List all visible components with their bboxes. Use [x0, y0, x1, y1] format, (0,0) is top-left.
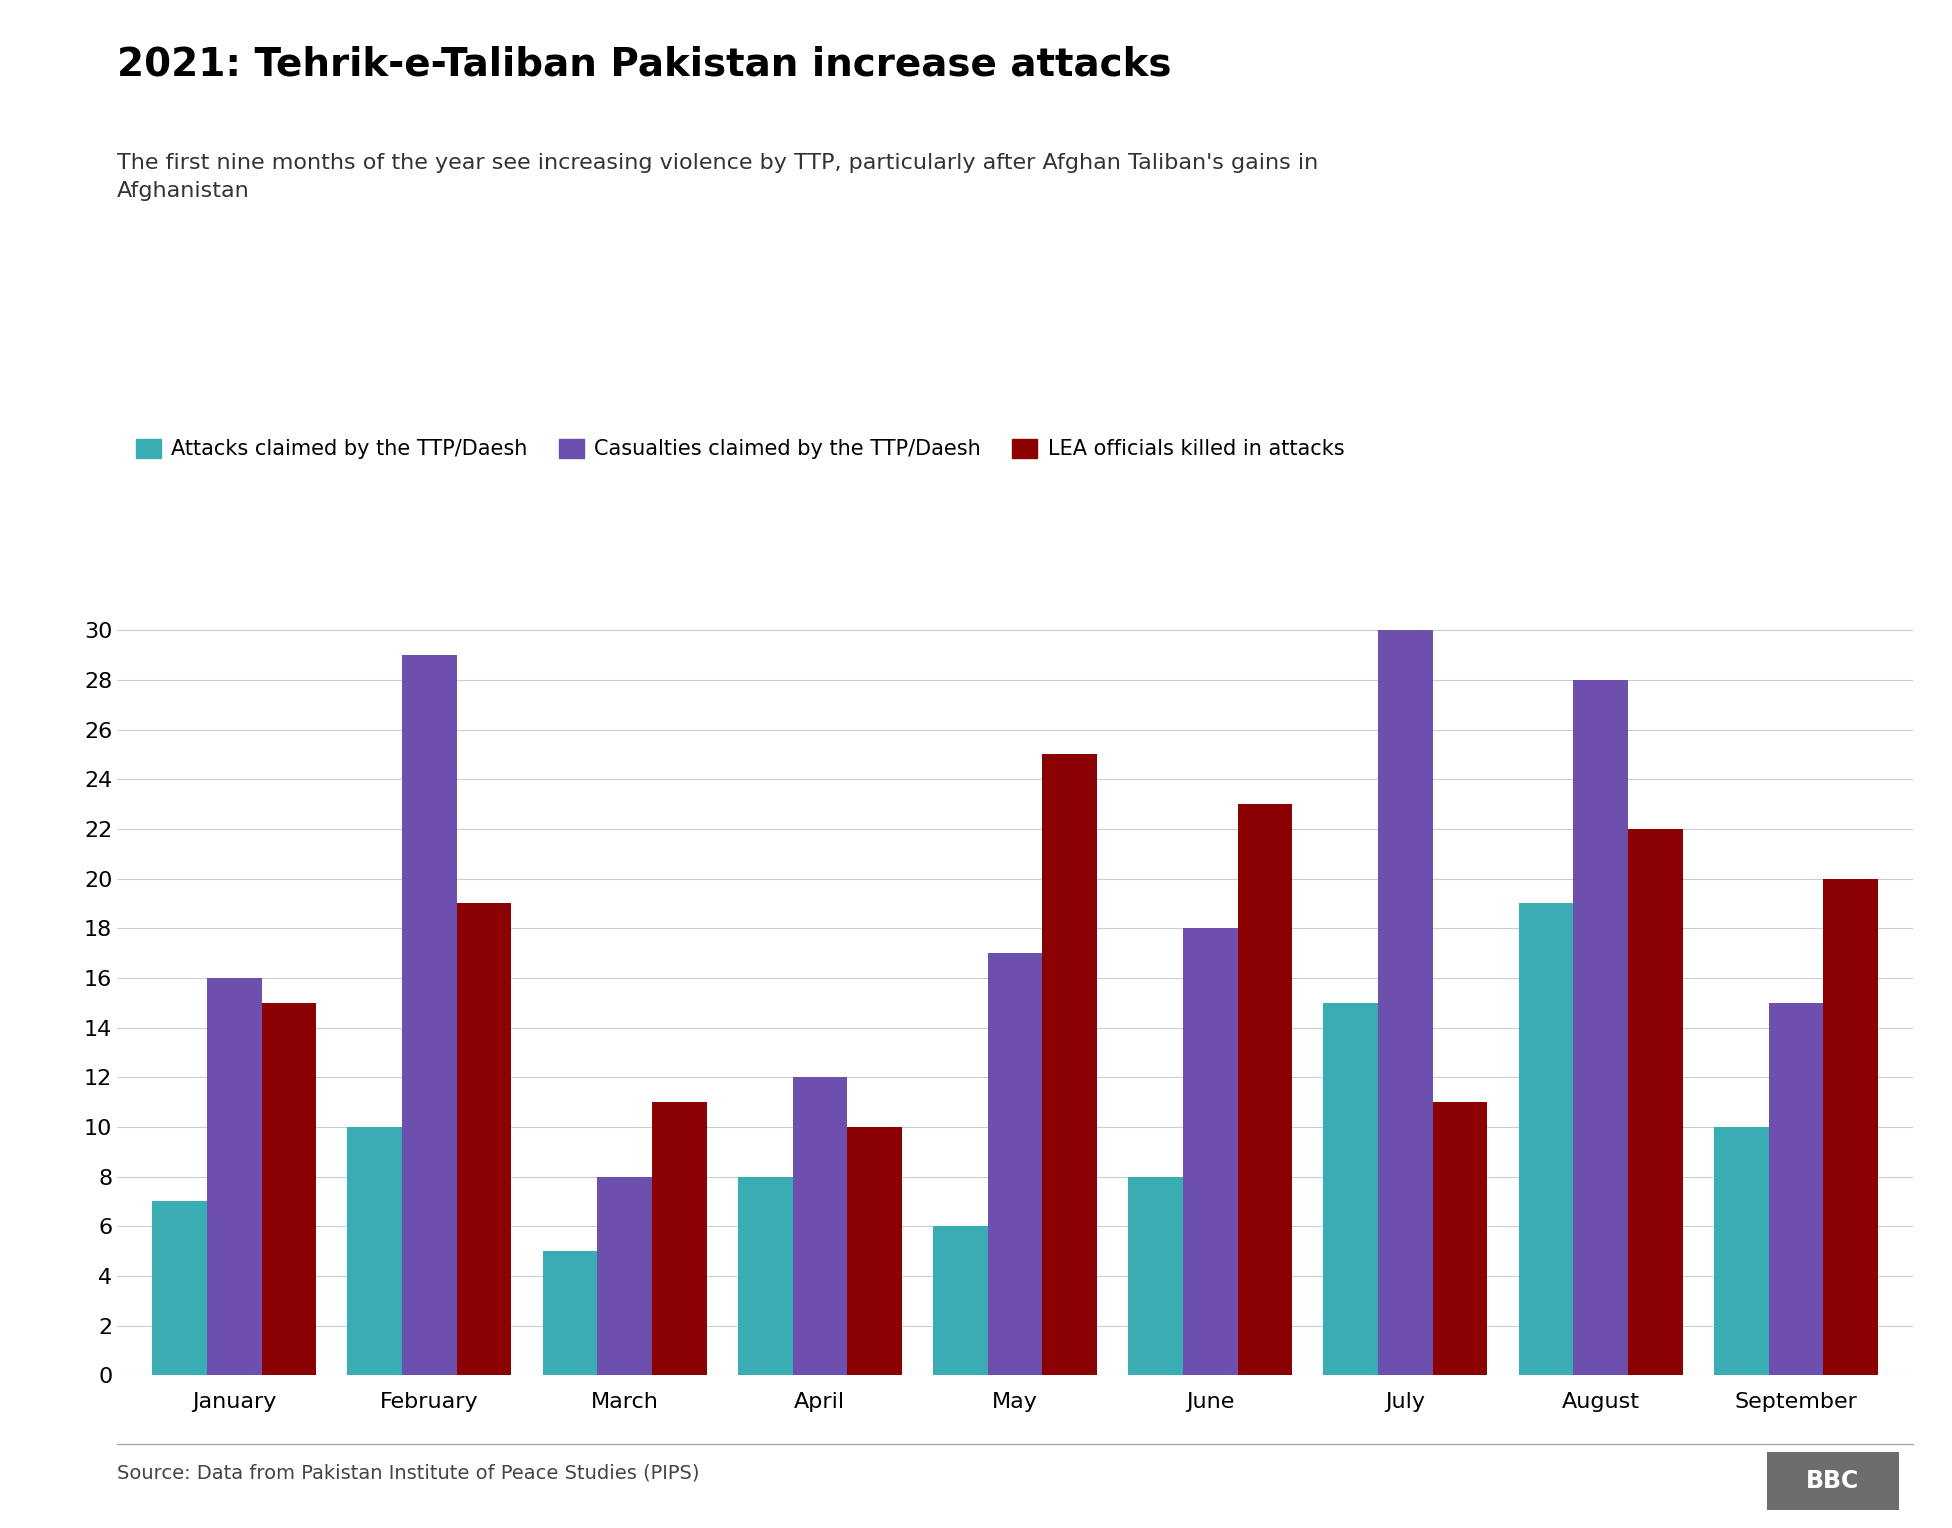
Bar	[262, 1002, 316, 1375]
Bar	[1323, 1002, 1378, 1375]
Bar	[1433, 1102, 1487, 1375]
Bar	[402, 656, 457, 1375]
Bar	[207, 978, 262, 1375]
Bar	[543, 1251, 597, 1375]
Bar	[793, 1077, 847, 1375]
Bar	[652, 1102, 707, 1375]
Text: The first nine months of the year see increasing violence by TTP, particularly a: The first nine months of the year see in…	[117, 153, 1318, 200]
Bar	[1183, 927, 1238, 1375]
Bar	[1042, 755, 1097, 1375]
Bar	[1128, 1177, 1183, 1375]
Bar	[597, 1177, 652, 1375]
Bar	[738, 1177, 793, 1375]
Bar	[933, 1225, 988, 1375]
Bar	[1238, 804, 1292, 1375]
Text: 2021: Tehrik-e-Taliban Pakistan increase attacks: 2021: Tehrik-e-Taliban Pakistan increase…	[117, 46, 1171, 84]
Bar	[1714, 1128, 1769, 1375]
Bar	[152, 1201, 207, 1375]
Bar	[1519, 903, 1573, 1375]
Bar	[1378, 630, 1433, 1375]
Bar	[1573, 680, 1628, 1375]
Text: BBC: BBC	[1806, 1468, 1860, 1493]
Bar	[457, 903, 511, 1375]
Bar	[1628, 828, 1683, 1375]
Bar	[347, 1128, 402, 1375]
Legend: Attacks claimed by the TTP/Daesh, Casualties claimed by the TTP/Daesh, LEA offic: Attacks claimed by the TTP/Daesh, Casual…	[127, 431, 1353, 468]
Text: Source: Data from Pakistan Institute of Peace Studies (PIPS): Source: Data from Pakistan Institute of …	[117, 1464, 699, 1482]
Bar	[1769, 1002, 1823, 1375]
Bar	[988, 953, 1042, 1375]
Bar	[1823, 879, 1878, 1375]
Bar	[847, 1128, 902, 1375]
